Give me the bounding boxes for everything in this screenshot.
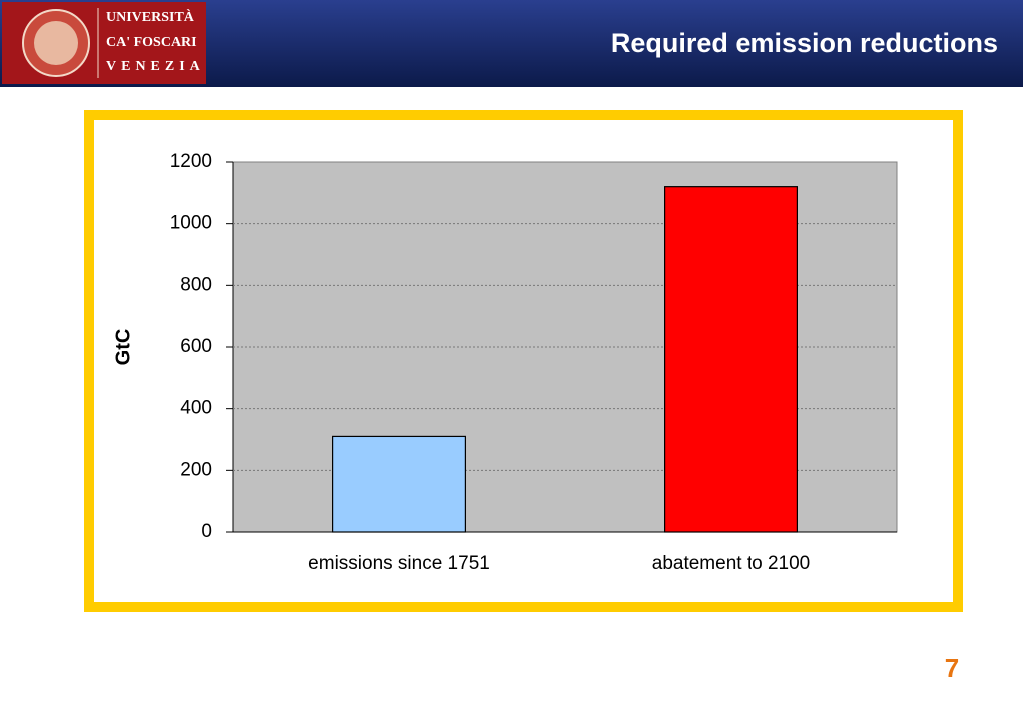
page-number: 7 <box>945 653 959 683</box>
x-tick-label: abatement to 2100 <box>652 553 810 574</box>
logo-text: VENEZIA <box>106 59 205 74</box>
bar <box>663 186 798 533</box>
y-tick-label: 200 <box>180 459 212 480</box>
x-tick-label: emissions since 1751 <box>308 553 490 574</box>
y-tick-label: 600 <box>180 336 212 357</box>
y-tick-label: 1000 <box>170 213 212 234</box>
y-axis-label: GtC <box>112 329 134 366</box>
logo-seal-inner <box>34 21 78 65</box>
logo-text: CA' FOSCARI <box>106 35 197 50</box>
bar <box>332 435 467 533</box>
slide-title: Required emission reductions <box>611 28 998 58</box>
y-tick-label: 800 <box>180 274 212 295</box>
y-tick-label: 1200 <box>170 151 212 172</box>
y-tick-label: 0 <box>201 521 212 542</box>
logo-text: UNIVERSITÀ <box>106 8 195 25</box>
y-tick-label: 400 <box>180 398 212 419</box>
